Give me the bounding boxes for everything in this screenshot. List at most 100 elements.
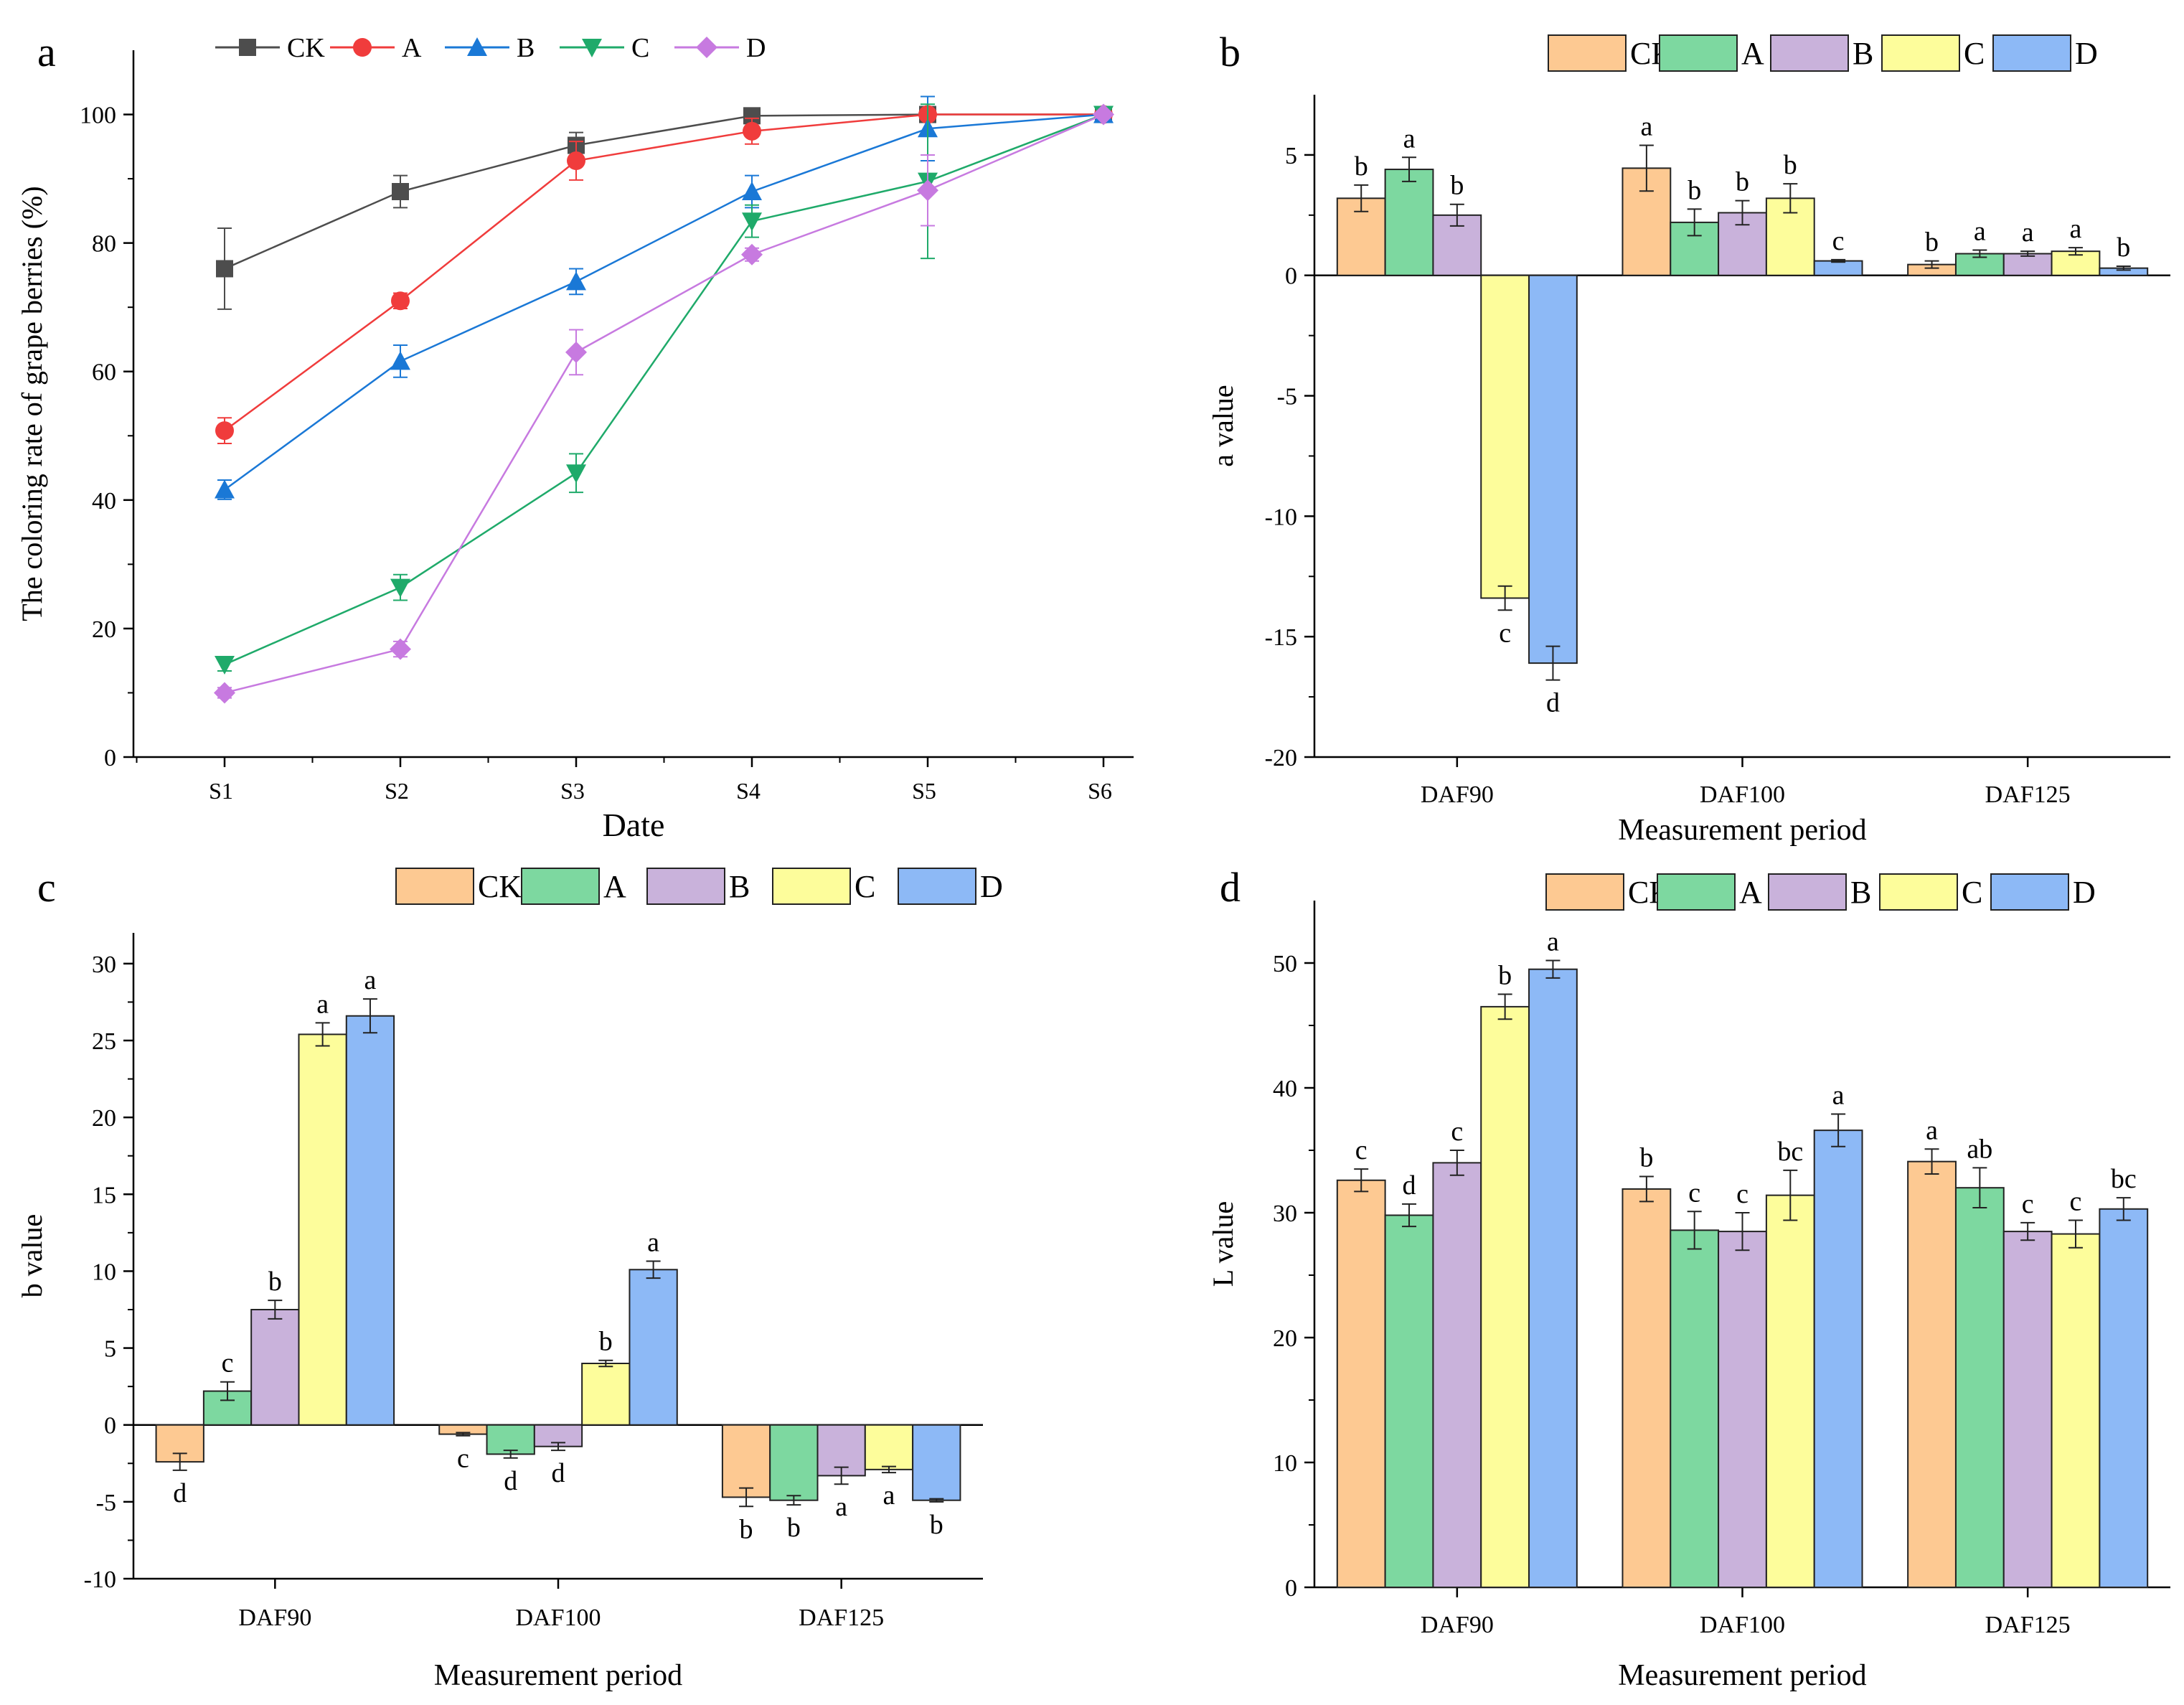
- legend-marker-d-icon: [696, 37, 717, 58]
- legend-item-b: B: [1770, 34, 1873, 72]
- legend-swatch-b: [646, 868, 725, 905]
- legend-item-b: B: [445, 33, 535, 63]
- x-tick-label: S2: [385, 778, 409, 804]
- x-tick-label: DAF100: [1700, 781, 1785, 808]
- y-tick-label: 5: [104, 1336, 116, 1363]
- legend-swatch-ck: [1548, 34, 1627, 72]
- legend-item-ck: CK: [215, 33, 325, 63]
- data-point-d-s1: [214, 682, 235, 704]
- legend-label-d: D: [746, 33, 766, 63]
- significance-letter: c: [2022, 1189, 2034, 1219]
- x-tick-label: DAF90: [1421, 781, 1494, 808]
- data-point-b-s3: [566, 271, 586, 291]
- bar-d-daf100: [1813, 1129, 1863, 1589]
- legend-marker-b-icon: [467, 37, 487, 56]
- significance-letter: ab: [1967, 1134, 1992, 1164]
- y-tick-label: 5: [1285, 143, 1297, 169]
- significance-letter: c: [1451, 1117, 1463, 1147]
- legend-swatch-d: [1992, 34, 2071, 72]
- bar-c-daf125: [864, 1424, 914, 1470]
- significance-letter: c: [1688, 1178, 1700, 1208]
- bar-d-daf90: [345, 1015, 395, 1426]
- legend-item-d: D: [674, 33, 766, 63]
- y-tick-label: 0: [104, 745, 116, 771]
- significance-letter: b: [740, 1514, 753, 1544]
- bar-c-daf100: [1765, 1194, 1815, 1588]
- data-point-d-s5: [917, 179, 938, 202]
- significance-letter: a: [364, 965, 377, 995]
- y-tick-label: 0: [1285, 1575, 1297, 1602]
- bar-c-daf125: [2051, 1233, 2101, 1588]
- legend-item-c: C: [772, 868, 875, 905]
- y-tick-label: -5: [1277, 384, 1297, 410]
- significance-letter: a: [1640, 111, 1652, 141]
- significance-letter: a: [1403, 123, 1416, 154]
- significance-letter: b: [1450, 171, 1464, 201]
- significance-letter: c: [1736, 1179, 1748, 1209]
- x-tick-label: S4: [736, 778, 761, 804]
- bar-b-daf125: [2002, 1231, 2053, 1588]
- legend-item-ck: CK: [395, 868, 522, 905]
- legend-label-a: A: [1739, 875, 1762, 910]
- panel-d-l-value-chart: 0 10 20 30 40 50 DAF90 DAF100 DAF125 L value Measu…: [1207, 864, 2170, 1692]
- legend-item-d: D: [1992, 34, 2098, 72]
- legend-label-c: C: [855, 869, 875, 904]
- bar-d-daf100: [1813, 260, 1863, 276]
- bar-a-daf90: [1384, 169, 1434, 276]
- data-point-b-s2: [390, 351, 410, 370]
- y-tick-label: 100: [80, 103, 116, 129]
- legend-swatch-d: [898, 868, 976, 905]
- significance-letter: a: [835, 1492, 847, 1522]
- significance-letter: a: [647, 1228, 659, 1258]
- legend-item-ck: CK: [1548, 34, 1674, 72]
- significance-letter: a: [1832, 1081, 1845, 1111]
- data-point-c-s1: [215, 656, 235, 675]
- significance-letter: b: [1498, 961, 1512, 991]
- legend-item-a: A: [1657, 873, 1762, 911]
- bar-d-daf90: [1528, 968, 1578, 1588]
- series-line-c: [224, 113, 1104, 666]
- significance-letter: d: [173, 1478, 187, 1508]
- significance-letter: a: [1547, 927, 1559, 957]
- y-axis-title: L value: [1207, 1201, 1239, 1287]
- significance-letter: b: [268, 1267, 282, 1297]
- legend-marker-a-icon: [353, 38, 372, 57]
- x-tick-label: S6: [1088, 778, 1112, 804]
- x-tick-label: DAF125: [1985, 1612, 2071, 1638]
- data-point-d-s4: [741, 243, 763, 266]
- y-tick-label: 0: [104, 1413, 116, 1439]
- y-tick-label: 50: [1273, 951, 1297, 977]
- data-point-d-s2: [390, 638, 411, 660]
- legend-item-b: B: [646, 868, 750, 905]
- panel-label: d: [1220, 864, 1241, 911]
- bar-ck-daf100: [1621, 1188, 1672, 1588]
- y-tick-label: 20: [92, 616, 116, 643]
- legend-label-d: D: [980, 869, 1003, 904]
- significance-letter: b: [930, 1510, 943, 1540]
- y-tick-label: 20: [1273, 1325, 1297, 1352]
- legend-item-d: D: [1990, 873, 2096, 911]
- legend-swatch-c: [772, 868, 851, 905]
- bar-a-daf90: [1384, 1214, 1434, 1588]
- x-axis-title: Measurement period: [1618, 814, 1866, 847]
- data-point-b-s4: [742, 182, 762, 200]
- significance-letter: c: [1832, 226, 1845, 256]
- data-point-c-s2: [390, 578, 410, 598]
- legend-label-b: B: [729, 869, 750, 904]
- bar-c-daf100: [581, 1363, 631, 1426]
- data-point-a-s2: [391, 291, 410, 311]
- significance-letter: d: [1546, 688, 1560, 718]
- y-tick-label: -10: [84, 1567, 116, 1593]
- legend-label-c: C: [1964, 36, 1985, 71]
- legend-item-a: A: [521, 868, 626, 905]
- data-point-c-s4: [742, 212, 762, 232]
- y-tick-label: 0: [1285, 263, 1297, 290]
- legend-item-c: C: [1881, 34, 1985, 72]
- bar-c-daf90: [1480, 274, 1530, 599]
- series-d: [214, 103, 1114, 704]
- series-line-a: [224, 113, 1103, 432]
- y-axis-title: The coloring rate of grape berries (%): [16, 186, 48, 621]
- x-tick-label: DAF125: [1985, 781, 2071, 808]
- legend-swatch-d: [1990, 873, 2069, 911]
